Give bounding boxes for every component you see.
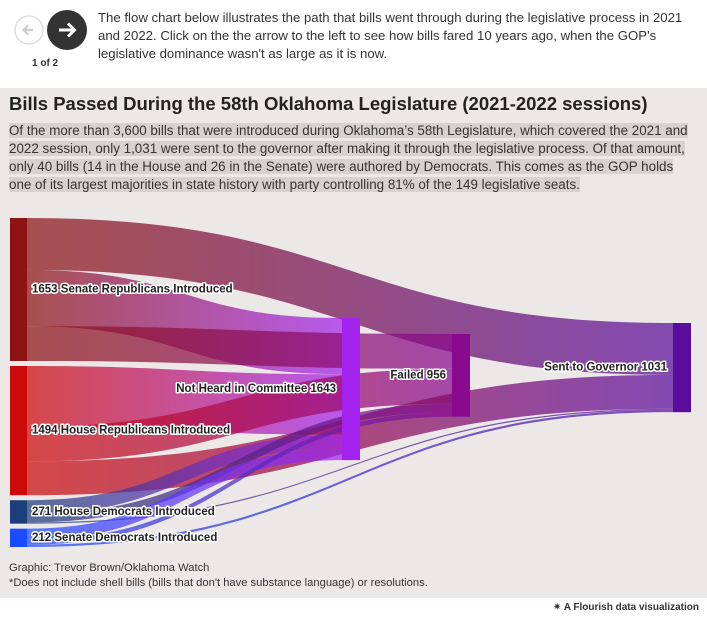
chart-subtitle: Of the more than 3,600 bills that were i… [9,122,699,194]
node [342,318,360,461]
link [27,448,342,541]
pager: 1 of 2 [32,58,59,69]
link [27,408,673,524]
description: The flow chart below illustrates the pat… [98,10,683,61]
link [27,409,673,547]
footnote: *Does not include shell bills (bills tha… [9,577,428,589]
previous-button[interactable] [14,15,44,45]
node-label: 1653 Senate Republicans Introduced [32,284,233,296]
node-label: 1494 House Republicans Introduced [32,425,230,437]
node-label: Failed 956 [390,369,446,381]
node-label: Sent to Governor 1031 [544,362,667,374]
node [10,365,27,496]
link [27,412,452,545]
link [27,403,452,523]
brand: ✷ A Flourish data visualization [552,602,699,613]
next-button[interactable] [47,10,87,50]
nav-controls [14,10,87,50]
node-label: 212 Senate Democrats Introduced [32,532,217,544]
brand-text: A Flourish data visualization [563,602,699,613]
link [27,218,673,375]
node [452,334,470,417]
source-note: Graphic: Trevor Brown/Oklahoma Watch [9,562,210,574]
node-label: 271 House Democrats Introduced [32,506,215,518]
node [10,218,27,361]
node-label: Not Heard in Committee 1643 [176,383,336,395]
node [10,500,27,524]
chart-title: Bills Passed During the 58th Oklahoma Le… [9,93,648,114]
node [10,528,27,547]
node [673,323,691,413]
